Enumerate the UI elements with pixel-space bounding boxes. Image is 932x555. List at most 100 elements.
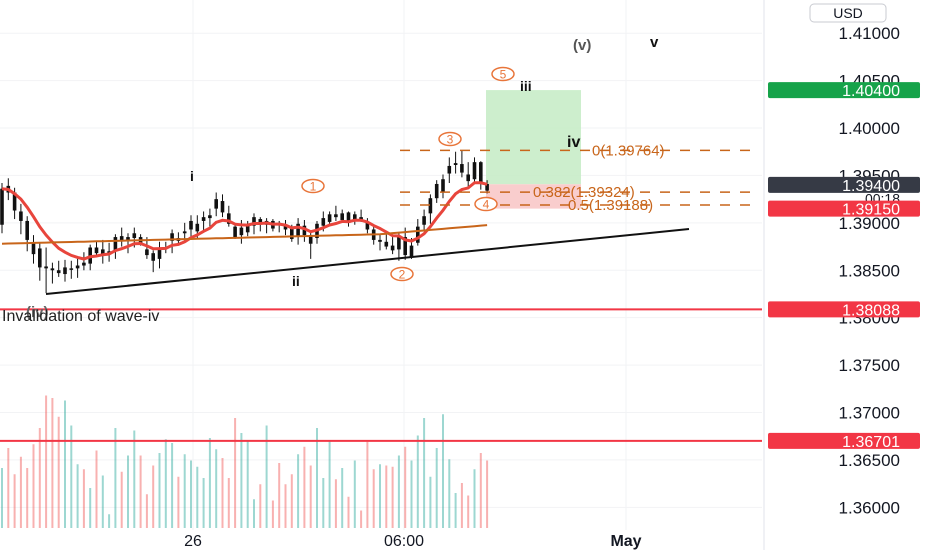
price-label-text: 1.36701: [842, 434, 900, 451]
candle-body: [334, 214, 338, 218]
volume-bar: [309, 465, 312, 528]
wave-circle-2[interactable]: 2: [390, 266, 414, 282]
price-label-text: 1.39150: [842, 202, 900, 219]
wave-circle-number: 2: [399, 268, 406, 282]
volume-bar: [202, 478, 205, 528]
candle-body: [390, 245, 395, 251]
wave-circle-3[interactable]: 3: [438, 131, 462, 147]
candle: [220, 194, 225, 218]
price-label-red[interactable]: 1.39150: [768, 200, 920, 219]
volume-bar: [95, 450, 98, 528]
price-axis[interactable]: 1.410001.405001.400001.395001.390001.385…: [763, 0, 920, 550]
volume-bar: [341, 468, 344, 528]
candle-body: [75, 265, 80, 269]
wave-label: v: [650, 34, 659, 51]
profit-zone[interactable]: [486, 90, 581, 185]
volume-bar: [360, 510, 363, 528]
price-label-red[interactable]: 1.36701: [768, 432, 920, 451]
volume-bar: [334, 479, 337, 528]
volume-bar: [89, 488, 92, 528]
time-axis[interactable]: 26 06:00 May: [184, 533, 642, 550]
volume-bar: [208, 438, 211, 528]
candle-body: [19, 211, 23, 221]
candle: [472, 157, 477, 183]
volume-bar: [473, 469, 476, 528]
candle-body: [416, 226, 420, 243]
candle-body: [346, 212, 351, 223]
candle: [378, 234, 382, 251]
wave-circle-number: 3: [447, 133, 454, 147]
volume-bar: [177, 476, 180, 528]
time-tick-label: 06:00: [384, 533, 424, 550]
fib-levels[interactable]: 0(1.39764) 0.382(1.39324)0.5(1.39188): [400, 142, 760, 214]
candle: [25, 216, 29, 252]
candle-body: [126, 237, 130, 241]
volume-bar: [38, 428, 41, 528]
volume-bar: [290, 474, 293, 528]
candle-body: [397, 237, 401, 250]
volume-bar: [284, 484, 287, 528]
candle-body: [151, 253, 155, 261]
wave-label: iv: [567, 134, 580, 151]
candle: [63, 259, 67, 282]
wave-circle-number: 1: [310, 180, 317, 194]
candle: [82, 252, 86, 271]
candle: [327, 211, 332, 224]
price-label-box: [768, 82, 920, 99]
wave-circle-5[interactable]: 5: [491, 66, 515, 82]
volume-bar: [70, 425, 73, 528]
candle: [434, 180, 439, 203]
candle-body: [157, 247, 162, 259]
candle-body: [82, 262, 86, 266]
candle-body: [145, 249, 149, 256]
wave-circle-shape: [390, 266, 414, 282]
price-label-red[interactable]: 1.38088: [768, 301, 920, 319]
price-label-dark[interactable]: 1.39400: [768, 176, 920, 195]
price-label-box: [768, 432, 920, 449]
candle-body: [321, 218, 326, 226]
currency-button[interactable]: USD: [809, 3, 887, 23]
fib-label-05: 0.5(1.39188): [568, 197, 653, 214]
candle: [447, 157, 452, 184]
ema-fast-line: [1, 181, 488, 261]
horizontal-levels[interactable]: [0, 308, 762, 442]
volume-bar: [227, 478, 230, 528]
candle-body: [466, 174, 470, 182]
candle-body: [340, 213, 344, 220]
position-tool[interactable]: [486, 90, 581, 209]
price-label-box: [768, 176, 920, 193]
price-label-green[interactable]: 1.40400: [768, 82, 920, 100]
volume-bar: [467, 495, 470, 528]
invalidation-label: Invalidation of wave-iv: [2, 308, 159, 325]
volume-bar: [171, 443, 174, 528]
candle-body: [44, 266, 48, 269]
fib-label-0: 0(1.39764): [592, 142, 665, 159]
candle-body: [31, 242, 36, 255]
volume-bar: [278, 463, 281, 528]
candle-body: [453, 163, 458, 165]
candle: [94, 241, 99, 256]
trendline-support[interactable]: [45, 228, 690, 295]
candle: [170, 229, 174, 254]
volume-bar: [454, 493, 457, 528]
price-tick-label: 1.36500: [839, 451, 900, 470]
wave-circle-1[interactable]: 1: [301, 178, 325, 194]
candle: [201, 211, 206, 232]
wave-circle-shape: [438, 131, 462, 147]
wave-circle-shape: [474, 196, 498, 212]
candle-body: [290, 226, 294, 239]
candle-body: [56, 270, 61, 274]
candle: [126, 233, 130, 254]
volume-bar: [139, 455, 142, 528]
trendline[interactable]: [45, 228, 690, 295]
volume-bar: [429, 476, 432, 528]
volume-bar: [221, 458, 224, 528]
moving-averages: [1, 181, 488, 261]
wave-circle-4[interactable]: 4: [474, 196, 498, 212]
volume-bar: [303, 446, 306, 528]
price-tick-label: 1.36000: [839, 498, 900, 517]
candle: [428, 194, 433, 224]
